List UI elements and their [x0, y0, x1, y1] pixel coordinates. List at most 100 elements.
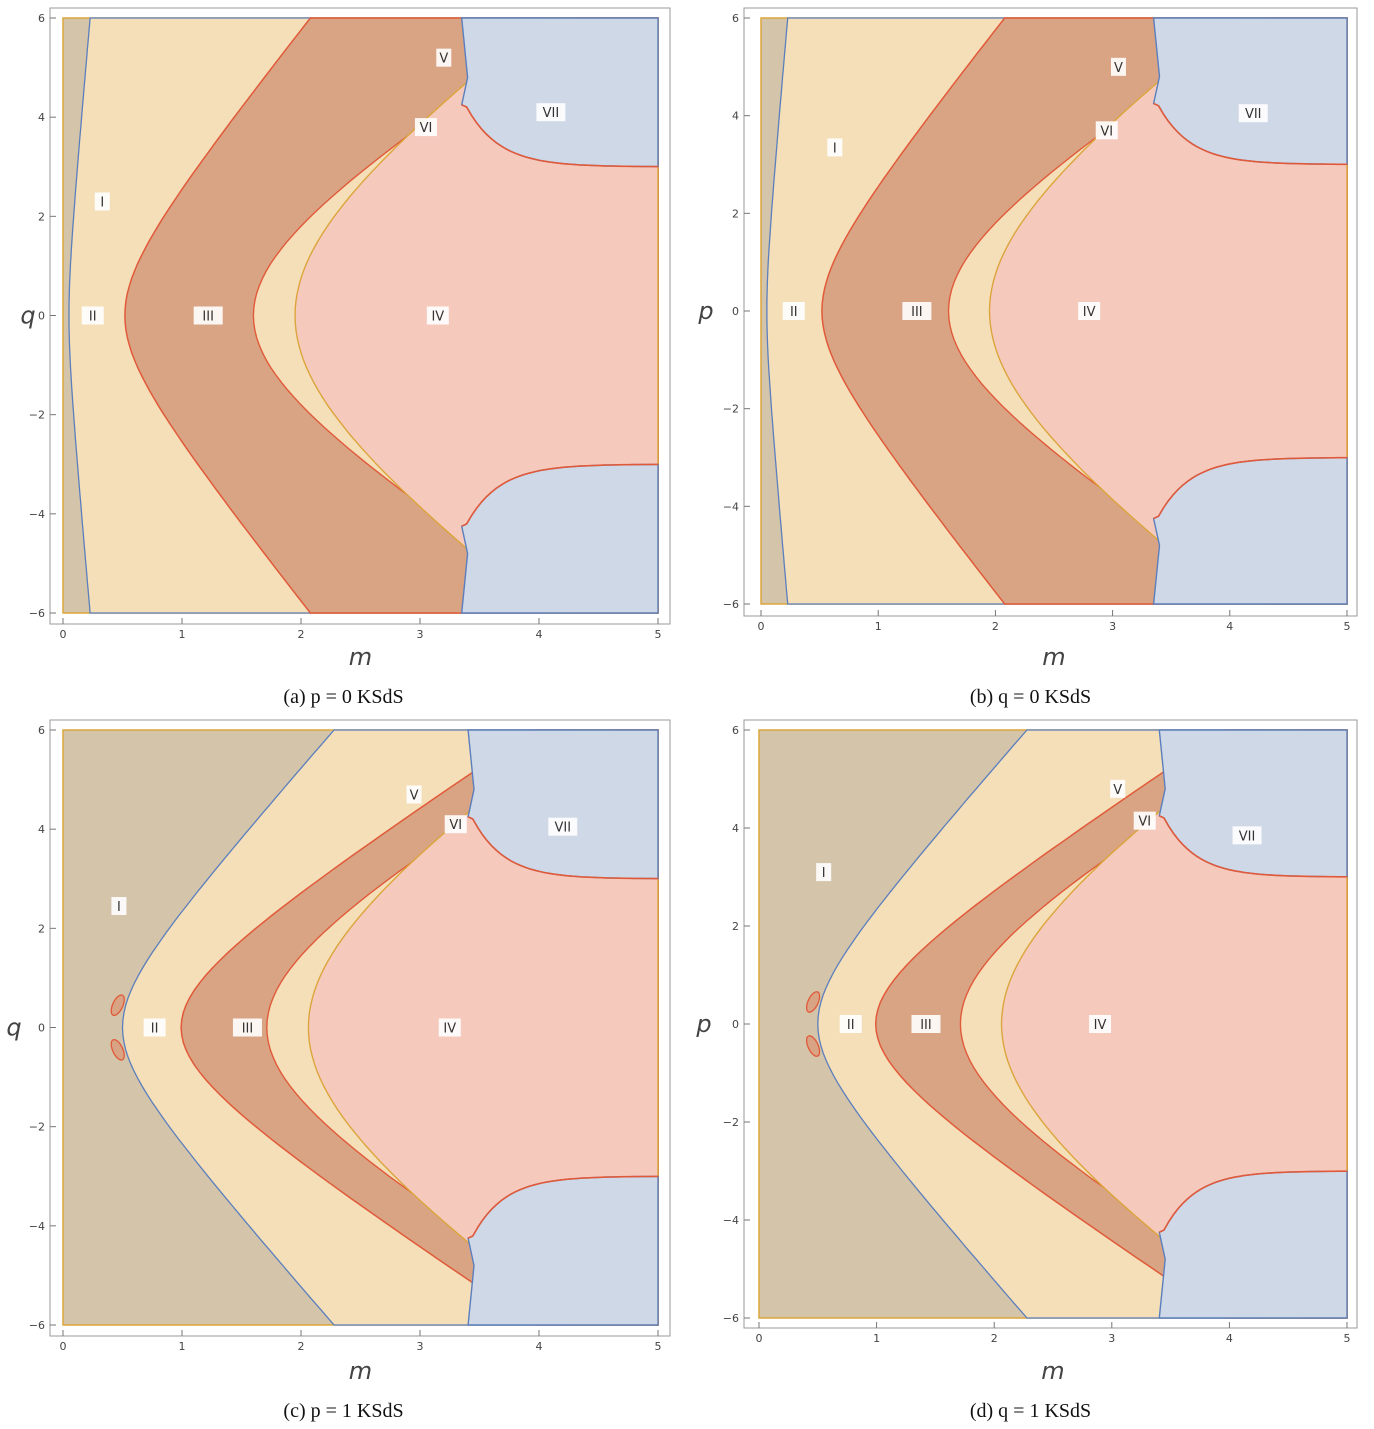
svg-text:V: V	[439, 52, 448, 67]
svg-text:III: III	[911, 305, 923, 320]
lens-mark	[805, 1035, 821, 1057]
svg-text:VI: VI	[1100, 124, 1113, 139]
region-label-II: II	[782, 302, 805, 320]
x-axis-title: m	[349, 643, 372, 671]
y-tick-label: 6	[38, 724, 45, 737]
region-label-III: III	[911, 1015, 941, 1033]
region-label-VI: VI	[1095, 121, 1118, 140]
region-label-I: I	[111, 897, 127, 916]
svg-text:II: II	[151, 1022, 159, 1037]
y-tick-label: 4	[732, 822, 739, 835]
x-axis-title: m	[1041, 1357, 1064, 1385]
y-tick-label: −2	[29, 409, 45, 422]
x-tick-label: 0	[756, 1332, 763, 1345]
svg-text:I: I	[833, 141, 837, 156]
caption-a: (a) p = 0 KSdS	[283, 686, 404, 708]
x-axis-title: m	[349, 1357, 372, 1385]
region-label-V: V	[436, 48, 452, 67]
x-tick-label: 5	[1344, 1332, 1351, 1345]
region-label-II: II	[839, 1015, 862, 1033]
region-IV-area	[988, 17, 1348, 605]
region-label-VII: VII	[548, 817, 578, 836]
y-tick-label: −2	[723, 403, 739, 416]
region-label-VI: VI	[414, 118, 437, 137]
svg-text:IV: IV	[443, 1022, 456, 1037]
region-label-VII: VII	[536, 103, 566, 122]
svg-text:III: III	[202, 310, 214, 325]
y-tick-label: −4	[723, 1214, 739, 1227]
region-VII-edge-bottom	[461, 463, 658, 527]
svg-text:IV: IV	[431, 310, 444, 325]
svg-text:VII: VII	[555, 821, 572, 836]
region-label-IV: IV	[438, 1018, 461, 1037]
y-tick-label: 2	[732, 207, 739, 220]
x-tick-label: 3	[417, 1340, 424, 1353]
region-label-III: III	[902, 302, 932, 320]
lens-mark	[110, 1038, 125, 1061]
y-tick-label: −6	[723, 598, 739, 611]
x-tick-label: 2	[298, 1340, 305, 1353]
x-tick-label: 4	[536, 1340, 543, 1353]
y-axis-title: p	[695, 1010, 711, 1038]
y-tick-label: −4	[29, 1220, 45, 1233]
x-tick-label: 2	[991, 1332, 998, 1345]
x-tick-label: 0	[60, 1340, 67, 1353]
svg-text:I: I	[822, 866, 826, 881]
panel-b: 0 1 2 3 4 5 6 4 2 0 −2 −4 −6 m p I II III IV V VI VII (b) q =…	[687, 0, 1374, 714]
x-tick-label: 2	[298, 628, 305, 641]
x-tick-label: 1	[179, 628, 186, 641]
y-tick-label: 2	[38, 922, 45, 935]
svg-text:II: II	[790, 305, 798, 320]
x-tick-label: 0	[758, 620, 765, 633]
svg-text:II: II	[847, 1018, 855, 1033]
region-label-IV: IV	[1078, 302, 1101, 320]
region-label-VI: VI	[1133, 811, 1156, 830]
y-tick-label: 4	[732, 110, 739, 123]
y-axis-title: p	[697, 297, 713, 325]
caption-b: (b) q = 0 KSdS	[969, 686, 1092, 708]
y-tick-label: 6	[732, 724, 739, 737]
x-axis-title: m	[1042, 643, 1065, 671]
region-label-V: V	[406, 785, 422, 804]
plot-frame	[743, 7, 1358, 617]
svg-text:IV: IV	[1083, 305, 1096, 320]
x-tick-label: 5	[655, 1340, 662, 1353]
svg-text:V: V	[410, 788, 419, 803]
panel-c: 0 1 2 3 4 5 6 4 2 0 −2 −4 −6 m q I II III IV V VI VII (c) p =…	[0, 714, 687, 1428]
region-label-V: V	[1110, 57, 1126, 76]
x-tick-label: 4	[1226, 620, 1233, 633]
region-VII-edge-bottom	[467, 1175, 658, 1239]
x-tick-label: 5	[1344, 620, 1351, 633]
region-label-II: II	[143, 1018, 166, 1037]
region-label-IV: IV	[426, 306, 449, 325]
x-tick-label: 1	[179, 1340, 186, 1353]
y-tick-label: 4	[38, 111, 45, 124]
region-label-I: I	[94, 192, 110, 211]
x-tick-label: 3	[1108, 1332, 1115, 1345]
svg-text:VI: VI	[449, 818, 462, 833]
svg-text:III: III	[242, 1022, 254, 1037]
x-tick-label: 1	[873, 1332, 880, 1345]
region-VII-edge-top	[467, 816, 658, 880]
caption-d: (d) q = 1 KSdS	[969, 1400, 1092, 1422]
region-label-II: II	[81, 306, 104, 325]
y-tick-label: −2	[29, 1121, 45, 1134]
region-VII-edge-bottom	[1153, 456, 1347, 520]
x-tick-label: 3	[1109, 620, 1116, 633]
y-tick-label: −6	[29, 607, 45, 620]
region-VII-edge-bottom	[1158, 1170, 1347, 1234]
panel-a: 0 1 2 3 4 5 6 4 2 0 −2 −4 −6 m q I II III IV V VI VII (a) p =…	[0, 0, 687, 714]
y-tick-label: 6	[38, 12, 45, 25]
regions	[62, 17, 659, 614]
region-label-IV: IV	[1089, 1015, 1112, 1033]
region-label-I: I	[827, 138, 843, 157]
svg-text:IV: IV	[1094, 1018, 1107, 1033]
region-VII-edge-top	[1158, 815, 1347, 878]
y-tick-label: 6	[732, 12, 739, 25]
x-tick-label: 2	[992, 620, 999, 633]
region-label-III: III	[232, 1018, 262, 1037]
region-label-I: I	[816, 863, 832, 882]
